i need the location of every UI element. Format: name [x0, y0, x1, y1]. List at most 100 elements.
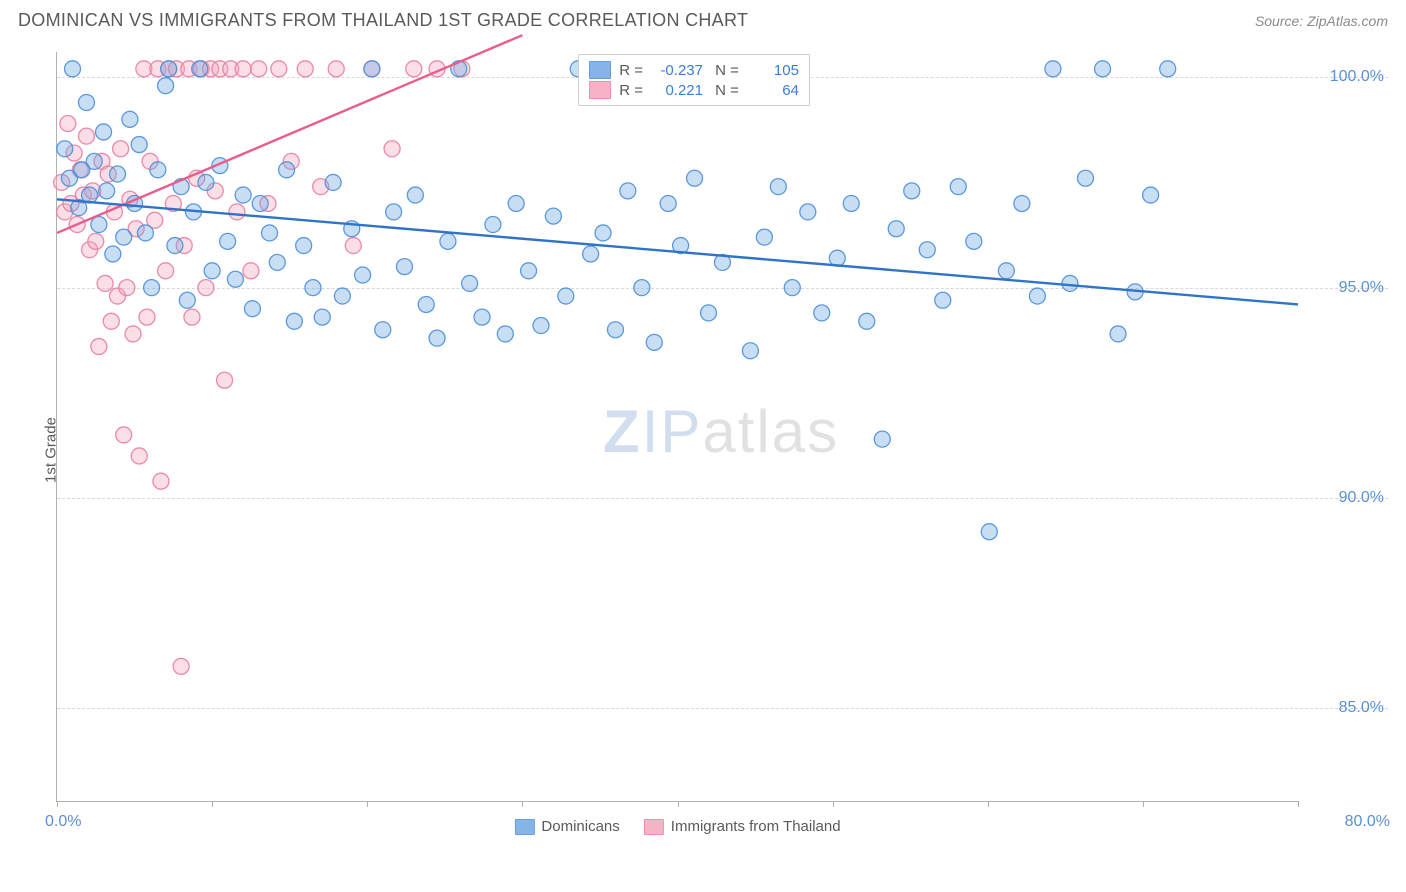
- x-tick: [367, 801, 368, 807]
- data-point: [262, 225, 278, 241]
- data-point: [533, 318, 549, 334]
- legend-label-thailand: Immigrants from Thailand: [671, 818, 841, 835]
- data-point: [119, 280, 135, 296]
- stats-legend-box: R = -0.237 N = 105 R = 0.221 N = 64: [578, 54, 810, 106]
- data-point: [125, 326, 141, 342]
- data-point: [116, 229, 132, 245]
- stat-n-label: N =: [711, 82, 739, 99]
- swatch-thailand: [589, 81, 611, 99]
- data-point: [607, 322, 623, 338]
- data-point: [116, 427, 132, 443]
- data-point: [198, 280, 214, 296]
- data-point: [252, 195, 268, 211]
- data-point: [497, 326, 513, 342]
- data-point: [269, 254, 285, 270]
- source-label: Source: ZipAtlas.com: [1255, 13, 1388, 29]
- data-point: [96, 124, 112, 140]
- data-point: [364, 61, 380, 77]
- data-point: [192, 61, 208, 77]
- data-point: [139, 309, 155, 325]
- data-point: [328, 61, 344, 77]
- stat-r-thailand: 0.221: [651, 82, 703, 99]
- data-point: [1062, 275, 1078, 291]
- swatch-thailand-icon: [644, 819, 664, 835]
- stats-row-dominicans: R = -0.237 N = 105: [589, 60, 799, 80]
- data-point: [429, 330, 445, 346]
- data-point: [235, 61, 251, 77]
- data-point: [418, 296, 434, 312]
- y-tick-label: 85.0%: [1339, 699, 1384, 717]
- data-point: [935, 292, 951, 308]
- x-tick: [1298, 801, 1299, 807]
- data-point: [97, 275, 113, 291]
- bottom-legend: Dominicans Immigrants from Thailand: [514, 818, 840, 835]
- data-point: [396, 259, 412, 275]
- swatch-dominicans: [589, 61, 611, 79]
- data-point: [179, 292, 195, 308]
- data-point: [634, 280, 650, 296]
- x-tick: [522, 801, 523, 807]
- data-point: [91, 339, 107, 355]
- data-point: [86, 153, 102, 169]
- x-tick: [678, 801, 679, 807]
- swatch-dominicans-icon: [514, 819, 534, 835]
- data-point: [65, 61, 81, 77]
- data-point: [161, 61, 177, 77]
- data-point: [217, 372, 233, 388]
- stat-n-label: N =: [711, 62, 739, 79]
- data-point: [229, 204, 245, 220]
- x-tick: [1143, 801, 1144, 807]
- plot-area: ZIPatlas R = -0.237 N = 105 R = 0.221 N …: [56, 52, 1298, 802]
- legend-label-dominicans: Dominicans: [541, 818, 619, 835]
- legend-item-thailand: Immigrants from Thailand: [644, 818, 841, 835]
- y-tick-label: 95.0%: [1339, 279, 1384, 297]
- data-point: [814, 305, 830, 321]
- stat-r-dominicans: -0.237: [651, 62, 703, 79]
- data-point: [800, 204, 816, 220]
- data-point: [103, 313, 119, 329]
- chart-title: DOMINICAN VS IMMIGRANTS FROM THAILAND 1S…: [18, 10, 748, 31]
- data-point: [122, 111, 138, 127]
- data-point: [78, 128, 94, 144]
- data-point: [137, 225, 153, 241]
- data-point: [325, 174, 341, 190]
- data-point: [144, 280, 160, 296]
- data-point: [859, 313, 875, 329]
- data-point: [770, 179, 786, 195]
- data-point: [271, 61, 287, 77]
- data-point: [1110, 326, 1126, 342]
- data-point: [184, 309, 200, 325]
- data-point: [981, 524, 997, 540]
- chart-svg-layer: [57, 52, 1298, 801]
- data-point: [173, 658, 189, 674]
- data-point: [406, 61, 422, 77]
- data-point: [1143, 187, 1159, 203]
- data-point: [784, 280, 800, 296]
- data-point: [843, 195, 859, 211]
- data-point: [545, 208, 561, 224]
- data-point: [1160, 61, 1176, 77]
- x-tick: [988, 801, 989, 807]
- data-point: [60, 116, 76, 132]
- data-point: [286, 313, 302, 329]
- data-point: [296, 238, 312, 254]
- data-point: [1029, 288, 1045, 304]
- x-tick: [212, 801, 213, 807]
- data-point: [701, 305, 717, 321]
- data-point: [874, 431, 890, 447]
- data-point: [904, 183, 920, 199]
- data-point: [1045, 61, 1061, 77]
- data-point: [1095, 61, 1111, 77]
- data-point: [220, 233, 236, 249]
- data-point: [279, 162, 295, 178]
- x-tick: [833, 801, 834, 807]
- data-point: [227, 271, 243, 287]
- data-point: [558, 288, 574, 304]
- data-point: [646, 334, 662, 350]
- stat-n-dominicans: 105: [747, 62, 799, 79]
- data-point: [198, 174, 214, 190]
- data-point: [235, 187, 251, 203]
- stat-r-label: R =: [619, 62, 643, 79]
- data-point: [462, 275, 478, 291]
- data-point: [88, 233, 104, 249]
